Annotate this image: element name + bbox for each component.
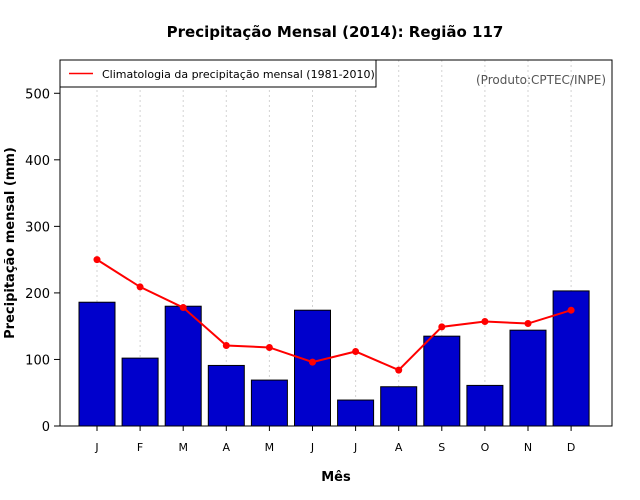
bar — [466, 384, 504, 427]
x-tick-label: F — [137, 441, 143, 454]
bar — [121, 357, 159, 427]
bar — [78, 301, 116, 427]
climatology-point — [179, 304, 187, 312]
climatology-point — [395, 366, 403, 374]
climatology-point — [524, 320, 532, 328]
bar — [164, 305, 202, 427]
x-tick-label: J — [94, 441, 98, 454]
bar — [423, 335, 461, 427]
bar — [294, 309, 331, 427]
legend-box — [59, 59, 377, 88]
bar — [380, 386, 418, 427]
bar — [250, 379, 288, 427]
bar-series — [78, 290, 590, 427]
y-tick-label: 200 — [25, 287, 50, 302]
y-tick-label: 300 — [25, 220, 50, 235]
x-tick-label: S — [438, 441, 445, 454]
y-tick-label: 0 — [42, 420, 50, 435]
x-axis-label: Mês — [321, 470, 351, 485]
y-tick-label: 400 — [25, 154, 50, 169]
bar — [509, 329, 547, 427]
climatology-point — [567, 306, 575, 314]
climatology-point — [222, 341, 230, 349]
climatology-point — [93, 256, 101, 264]
x-tick-label: J — [353, 441, 357, 454]
x-tick-label: O — [481, 441, 490, 454]
x-tick-label: A — [395, 441, 403, 454]
y-tick-label: 100 — [25, 353, 50, 368]
climatology-point — [309, 358, 316, 366]
x-tick-label: A — [223, 441, 231, 454]
bar — [207, 364, 245, 427]
chart-title: Precipitação Mensal (2014): Região 117 — [167, 23, 504, 41]
climatology-point — [352, 347, 360, 355]
climatology-point — [438, 323, 446, 331]
climatology-point — [481, 318, 489, 326]
climatology-point — [136, 283, 144, 291]
x-tick-label: M — [178, 441, 188, 454]
bar — [337, 399, 375, 427]
climatology-point — [265, 343, 273, 351]
x-tick-label: D — [567, 441, 575, 454]
climatology-series — [93, 256, 575, 374]
climatology-line — [96, 258, 572, 372]
source-annotation: (Produto:CPTEC/INPE) — [476, 73, 606, 87]
x-tick-label: J — [310, 441, 314, 454]
x-tick-label: N — [524, 441, 532, 454]
y-axis-label: Precipitação mensal (mm) — [3, 147, 18, 339]
legend: Climatologia da precipitação mensal (198… — [59, 59, 377, 88]
y-axis: 0 100 200 300 400 500 — [25, 87, 60, 435]
y-tick-label: 500 — [25, 87, 50, 102]
x-tick-label: M — [265, 441, 275, 454]
legend-entry-climatology: Climatologia da precipitação mensal (198… — [102, 68, 375, 81]
